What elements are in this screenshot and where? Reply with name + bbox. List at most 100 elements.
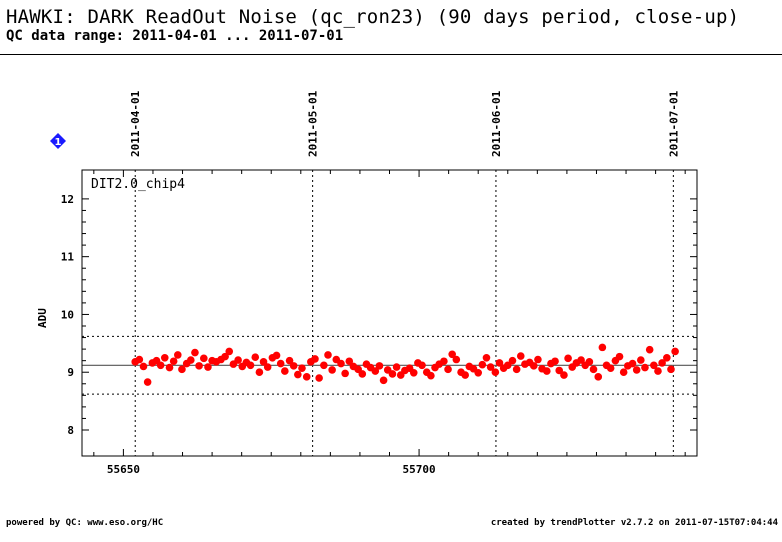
info-badge-icon[interactable]: 1 (50, 133, 66, 149)
date-marker-label: 2011-06-01 (490, 90, 503, 157)
data-point (139, 362, 148, 371)
data-point (324, 351, 332, 359)
data-point (375, 362, 384, 370)
data-point (516, 352, 525, 360)
data-point (345, 357, 354, 366)
footer-powered-by: powered by QC: www.eso.org/HC (6, 518, 164, 528)
data-point (234, 356, 242, 364)
data-point (298, 364, 306, 372)
data-point (474, 369, 483, 377)
data-point (358, 370, 367, 378)
data-point (560, 371, 568, 379)
data-point (255, 368, 264, 377)
data-point (328, 366, 336, 374)
data-point (440, 357, 448, 366)
data-point (551, 357, 559, 366)
data-point (503, 361, 512, 370)
axis-layer: 8 9 10 11 12 55650 55700 (61, 169, 698, 476)
data-point (534, 355, 542, 364)
data-point (585, 358, 594, 366)
data-point (512, 365, 521, 374)
data-point (225, 347, 234, 356)
data-point (495, 359, 504, 367)
data-point (667, 365, 675, 374)
data-point (598, 343, 607, 352)
data-point (160, 353, 169, 362)
data-point (246, 361, 255, 370)
data-point (594, 373, 603, 381)
data-point (409, 369, 418, 377)
y-tick-label: 11 (61, 251, 75, 264)
data-point (156, 361, 165, 370)
data-point (645, 345, 654, 354)
data-point (577, 356, 585, 364)
date-marker-label: 2011-07-01 (667, 90, 680, 157)
data-point (606, 364, 615, 372)
data-point (486, 363, 495, 371)
y-axis-label: ADU (36, 308, 49, 328)
data-points (131, 343, 679, 386)
data-point (491, 368, 500, 377)
y-tick-label: 8 (67, 424, 74, 437)
data-point (371, 367, 380, 375)
data-point (379, 376, 388, 385)
footer-created-by: created by trendPlotter v2.7.2 on 2011-0… (490, 518, 778, 528)
data-point (508, 356, 517, 365)
data-point (191, 348, 199, 357)
grid-layer: 2011-04-01 2011-05-01 2011-06-01 2011-07-01 (129, 90, 680, 456)
data-point (482, 353, 491, 362)
badge-diamond (50, 133, 66, 149)
data-point (615, 352, 624, 361)
data-point (632, 366, 641, 374)
data-point (654, 367, 662, 375)
y-tick-label: 9 (67, 366, 74, 379)
data-point (285, 356, 294, 365)
data-point (289, 362, 298, 370)
data-point (187, 356, 195, 364)
plot-frame (81, 169, 698, 457)
date-marker-label: 2011-05-01 (307, 90, 320, 157)
data-point (135, 355, 144, 364)
data-point (542, 367, 551, 375)
x-tick-label: 55650 (107, 463, 140, 476)
data-point (671, 347, 679, 356)
data-point (478, 360, 487, 369)
data-point (427, 371, 435, 380)
data-point (448, 350, 456, 359)
page-title: HAWKI: DARK ReadOut Noise (qc_ron23) (90… (6, 6, 740, 28)
title-block: HAWKI: DARK ReadOut Noise (qc_ron23) (90… (6, 6, 782, 44)
data-point (529, 362, 538, 370)
data-point (169, 357, 178, 366)
title-divider (0, 54, 782, 55)
data-point (658, 359, 666, 367)
data-point (251, 353, 260, 362)
data-point (564, 354, 572, 363)
data-point (628, 359, 637, 368)
data-point (178, 365, 186, 374)
badge-label: 1 (55, 137, 62, 148)
data-point (311, 355, 319, 363)
page-subtitle: QC data range: 2011-04-01 ... 2011-07-01 (6, 28, 344, 44)
data-point (165, 363, 174, 372)
data-point (302, 373, 311, 381)
data-point (392, 363, 401, 371)
data-point (272, 351, 281, 360)
data-point (294, 370, 302, 379)
data-point (320, 361, 328, 370)
data-point (388, 370, 397, 378)
data-point (589, 365, 598, 374)
chart-labels: DIT2.0_chip4 ADU (36, 177, 185, 328)
data-point (143, 378, 152, 386)
data-point (173, 351, 182, 359)
data-point (619, 368, 628, 377)
date-marker-label: 2011-04-01 (129, 90, 142, 157)
y-tick-label: 12 (61, 193, 74, 206)
data-point (195, 362, 203, 370)
data-point (461, 371, 469, 379)
y-tick-label: 10 (61, 308, 74, 321)
data-point (452, 355, 461, 364)
data-point (418, 361, 426, 370)
panel-label: DIT2.0_chip4 (91, 177, 185, 192)
data-point (663, 353, 671, 362)
